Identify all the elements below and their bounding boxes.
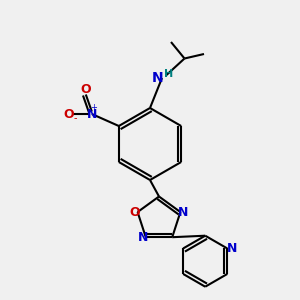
Text: N: N bbox=[226, 242, 237, 255]
Text: N: N bbox=[138, 231, 148, 244]
Text: H: H bbox=[164, 69, 173, 80]
Text: -: - bbox=[74, 113, 77, 124]
Text: N: N bbox=[152, 71, 163, 85]
Text: O: O bbox=[80, 82, 91, 96]
Text: O: O bbox=[63, 107, 74, 121]
Text: +: + bbox=[90, 103, 97, 112]
Text: N: N bbox=[87, 107, 97, 121]
Text: N: N bbox=[178, 206, 189, 218]
Text: O: O bbox=[129, 206, 140, 218]
